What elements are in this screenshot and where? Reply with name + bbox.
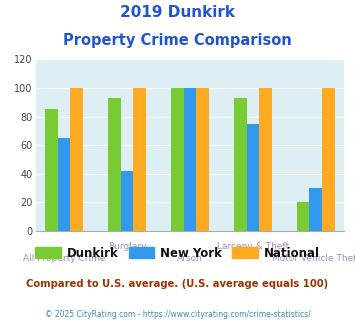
Bar [70,88,83,231]
Bar [297,202,310,231]
Text: Property Crime Comparison: Property Crime Comparison [63,33,292,48]
Text: All Property Crime: All Property Crime [23,254,105,263]
Text: © 2025 CityRating.com - https://www.cityrating.com/crime-statistics/: © 2025 CityRating.com - https://www.city… [45,310,310,319]
Bar [121,171,133,231]
Bar [259,88,272,231]
Text: Arson: Arson [177,254,203,263]
Bar [108,98,121,231]
Bar [133,88,146,231]
Bar [171,88,184,231]
Bar [234,98,246,231]
Text: Larceny & Theft: Larceny & Theft [217,243,289,251]
Bar [58,138,70,231]
Text: Burglary: Burglary [108,243,146,251]
Bar [322,88,335,231]
Bar [246,124,259,231]
Bar [310,188,322,231]
Text: Motor Vehicle Theft: Motor Vehicle Theft [272,254,355,263]
Bar [45,110,58,231]
Text: 2019 Dunkirk: 2019 Dunkirk [120,5,235,20]
Bar [196,88,209,231]
Bar [184,88,196,231]
Legend: Dunkirk, New York, National: Dunkirk, New York, National [31,242,324,264]
Text: Compared to U.S. average. (U.S. average equals 100): Compared to U.S. average. (U.S. average … [26,279,329,289]
